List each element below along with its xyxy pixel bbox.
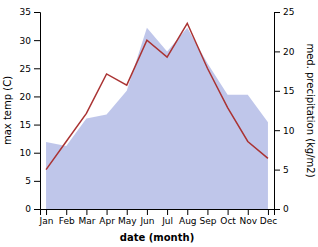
tick-label: 30 — [20, 36, 32, 46]
tick: 5 — [25, 176, 40, 186]
tick: 0 — [274, 204, 289, 214]
tick: Aug — [179, 209, 197, 226]
plot-area — [46, 23, 268, 209]
tick: 15 — [20, 120, 40, 130]
tick-mark — [147, 209, 148, 215]
tick-mark — [34, 209, 40, 210]
tick: May — [118, 209, 137, 226]
tick-label: 5 — [25, 176, 31, 186]
tick-label: Mar — [78, 216, 95, 226]
tick-label: 20 — [283, 47, 295, 57]
tick-mark — [34, 40, 40, 41]
tick-label: 10 — [20, 148, 32, 158]
tick-label: 0 — [283, 204, 289, 214]
tick-mark — [34, 153, 40, 154]
tick-mark — [274, 91, 280, 92]
tick-mark — [34, 96, 40, 97]
tick-mark — [167, 209, 168, 215]
tick-mark — [274, 12, 280, 13]
tick: Dec — [260, 209, 277, 226]
x-axis-title: date (month) — [120, 232, 194, 243]
y-axis: 0 5 10 15 20 25 30 35 — [20, 7, 41, 214]
tick: Jun — [139, 209, 154, 226]
tick: Oct — [220, 209, 236, 226]
tick: 10 — [20, 148, 40, 158]
tick-mark — [34, 125, 40, 126]
tick-mark — [228, 209, 229, 215]
tick-mark — [46, 209, 47, 215]
chart: Jan FebMar AprMayJun Jul AugSep OctNovDec 0 5 10… — [0, 0, 318, 247]
tick-label: Aug — [179, 216, 197, 226]
tick-mark — [66, 209, 67, 215]
tick-label: Jun — [139, 216, 154, 226]
tick-mark — [107, 209, 108, 215]
tick-label: 5 — [283, 165, 289, 175]
tick-mark — [268, 209, 269, 215]
tick-label: Dec — [260, 216, 277, 226]
tick-mark — [34, 12, 40, 13]
tick-mark — [86, 209, 87, 215]
tick-label: 20 — [20, 92, 32, 102]
tick-label: 15 — [283, 86, 294, 96]
tick-mark — [187, 209, 188, 215]
tick: 35 — [20, 7, 40, 17]
tick-label: 15 — [20, 120, 31, 130]
tick: Mar — [78, 209, 95, 226]
tick-mark — [248, 209, 249, 215]
axis-line — [34, 13, 41, 210]
tick-mark — [274, 51, 280, 52]
tick: 25 — [274, 7, 294, 17]
tick: 15 — [274, 86, 294, 96]
tick: Feb — [59, 209, 75, 226]
tick: Nov — [239, 209, 257, 226]
tick-mark — [274, 209, 280, 210]
tick-label: Jul — [161, 216, 173, 226]
tick-label: 25 — [20, 64, 31, 74]
line — [46, 23, 268, 169]
axis-line — [41, 210, 275, 216]
tick: 20 — [20, 92, 40, 102]
tick: 0 — [25, 204, 40, 214]
tick-mark — [274, 130, 280, 131]
tick: 30 — [20, 36, 40, 46]
tick-mark — [127, 209, 128, 215]
tick-mark — [207, 209, 208, 215]
x-axis: Jan FebMar AprMayJun Jul AugSep OctNovDec — [39, 209, 278, 226]
tick-label: Apr — [99, 216, 115, 226]
y2-axis-title: med. precipitation (kg/m2) — [305, 43, 316, 177]
tick-mark — [34, 68, 40, 69]
tick: Jan — [39, 209, 54, 226]
tick-label: Nov — [239, 216, 257, 226]
tick: 20 — [274, 47, 295, 57]
tick: Apr — [99, 209, 115, 226]
tick-label: May — [118, 216, 137, 226]
tick-label: Sep — [199, 216, 216, 226]
tick: 10 — [274, 126, 295, 136]
tick-mark — [34, 181, 40, 182]
tick: 25 — [20, 64, 40, 74]
tick-label: 10 — [283, 126, 295, 136]
tick-label: 0 — [25, 204, 31, 214]
tick-mark — [274, 170, 280, 171]
tick: 5 — [274, 165, 289, 175]
tick-label: Jan — [39, 216, 54, 226]
axis-line — [275, 13, 281, 210]
tick-label: 25 — [283, 7, 294, 17]
tick: Sep — [199, 209, 216, 226]
tick-label: 35 — [20, 7, 31, 17]
y2-axis: 0 5 10 15 20 25 — [274, 7, 295, 214]
tick-label: Oct — [220, 216, 236, 226]
y-axis-title: max temp (C) — [2, 76, 13, 145]
tick: Jul — [161, 209, 173, 226]
tick-label: Feb — [59, 216, 75, 226]
